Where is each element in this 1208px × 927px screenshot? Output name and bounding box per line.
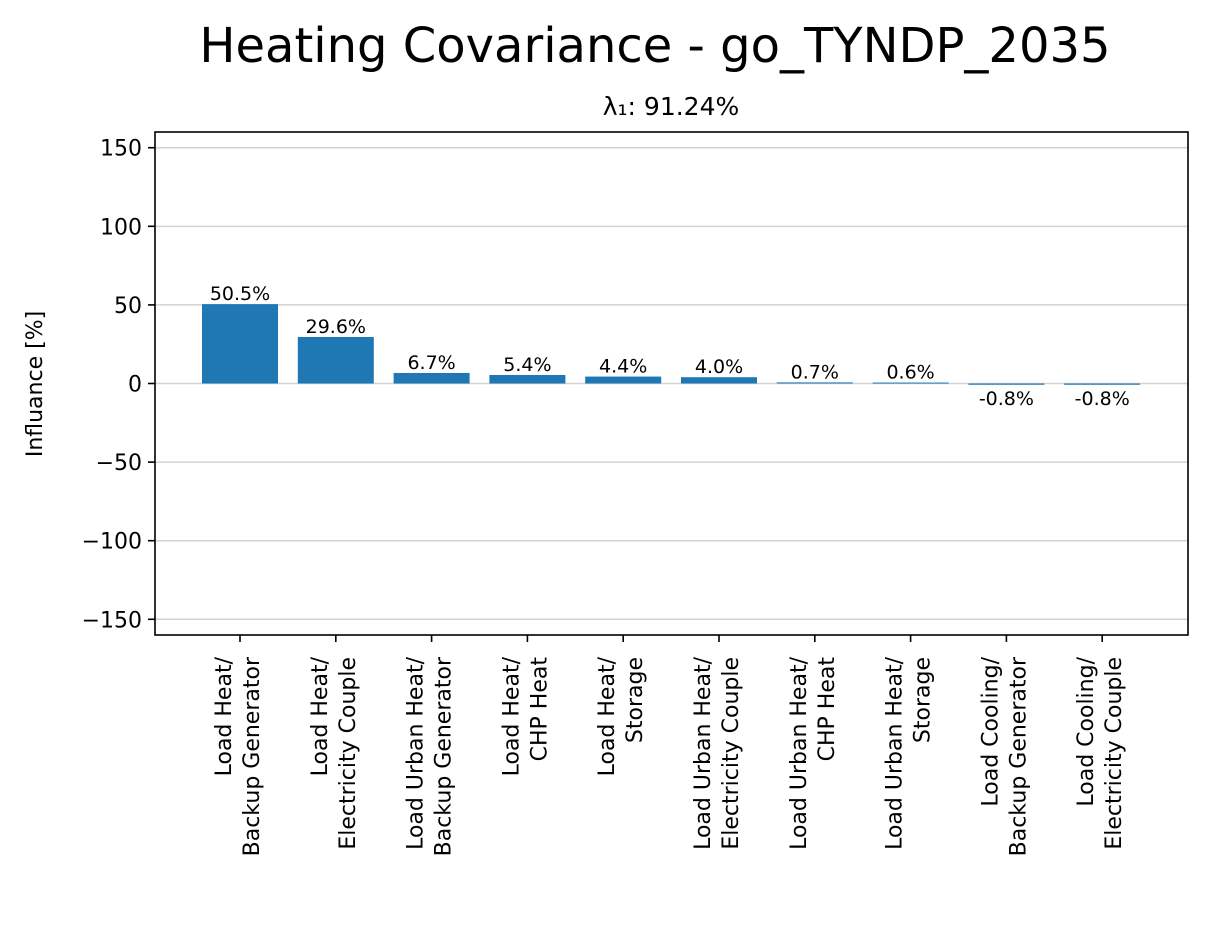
data-label: 4.4% [599, 356, 647, 378]
y-tick-label: 0 [128, 373, 142, 398]
y-tick-label: 50 [114, 294, 142, 319]
data-label: 29.6% [306, 316, 366, 338]
y-axis-ticks: 150 100 50 0 −50 −100 −150 [82, 137, 155, 633]
x-tick-label: Load Cooling/Electricity Couple [1074, 656, 1127, 849]
bar [872, 382, 949, 384]
y-tick-label: −100 [82, 530, 142, 555]
bar [393, 372, 470, 384]
y-tick-label: 150 [100, 137, 142, 162]
x-tick-label: Load Heat/CHP Heat [499, 656, 552, 776]
y-tick-label: −150 [82, 608, 142, 633]
bar [202, 304, 278, 384]
x-tick-label: Load Urban Heat/Storage [883, 656, 936, 849]
data-label: 4.0% [695, 356, 743, 378]
x-tick-label: Load Urban Heat/Backup Generator [404, 656, 457, 856]
bar [297, 336, 374, 384]
y-tick-label: 100 [100, 215, 142, 240]
x-tick-label: Load Urban Heat/CHP Heat [787, 656, 840, 849]
data-label: -0.8% [1075, 388, 1130, 410]
x-axis-ticks: Load Heat/Backup Generator Load Heat/Elec… [212, 635, 1127, 856]
data-label: 50.5% [210, 283, 270, 305]
bar [681, 377, 757, 384]
data-label: 0.6% [886, 362, 934, 384]
bar [1064, 383, 1141, 385]
data-label: -0.8% [979, 388, 1034, 410]
x-tick-label: Load Heat/Electricity Couple [308, 656, 361, 849]
chart-subtitle: λ₁: 91.24% [603, 92, 740, 121]
data-label: 5.4% [503, 354, 551, 376]
bar [585, 376, 662, 384]
x-tick-label: Load Heat/Storage [595, 656, 648, 776]
y-tick-label: −50 [96, 451, 142, 476]
chart-title: Heating Covariance - go_TYNDP_2035 [199, 18, 1110, 74]
data-label: 0.7% [791, 361, 839, 383]
y-axis-label: Influance [%] [23, 311, 48, 457]
data-labels: 50.5% 29.6% 6.7% 5.4% 4.4% 4.0% 0.7% 0.6% -0.8% -… [210, 283, 1130, 410]
x-tick-label: Load Urban Heat/Electricity Couple [691, 656, 744, 849]
bar [776, 382, 853, 384]
data-label: 6.7% [407, 352, 455, 374]
bar [489, 375, 566, 384]
x-tick-label: Load Cooling/Backup Generator [978, 656, 1031, 856]
bar [968, 383, 1045, 385]
bars [202, 304, 1141, 385]
x-tick-label: Load Heat/Backup Generator [212, 656, 265, 856]
